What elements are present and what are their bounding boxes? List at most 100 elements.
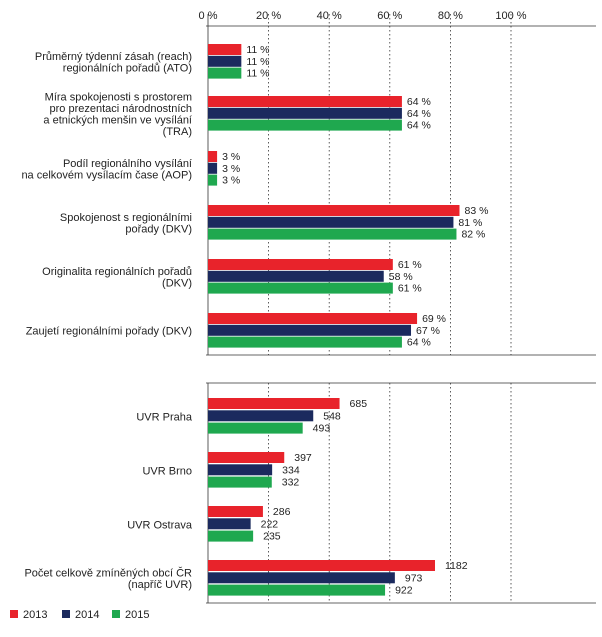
legend-item: 2013	[10, 609, 47, 621]
legend: 2013 2014 2015	[10, 609, 149, 621]
data-label: 334	[282, 464, 300, 476]
bar-2014	[208, 55, 242, 67]
axis-tick-label: 100 %	[495, 10, 526, 22]
axis-tick-label: 80 %	[438, 10, 463, 22]
data-label: 69 %	[422, 313, 446, 325]
data-label: 81 %	[458, 217, 482, 229]
bar-2014	[208, 324, 412, 336]
data-label: 64 %	[407, 337, 431, 349]
bar-2014	[208, 518, 251, 530]
category-label: Počet celkově zmíněných obcí ČR	[24, 567, 192, 580]
category-label: UVR Praha	[136, 411, 193, 423]
bar-2014	[208, 464, 273, 476]
bar-2015	[208, 228, 457, 240]
bar-2014	[208, 216, 454, 228]
bar-2013	[208, 96, 402, 107]
data-label: 332	[282, 477, 300, 489]
category-label: UVR Ostrava	[127, 519, 193, 531]
bar-2015	[208, 530, 254, 542]
data-label: 82 %	[461, 229, 485, 241]
category-group: 61 %58 %61 % Originalita regionálních poř…	[42, 259, 422, 295]
data-label: 397	[294, 452, 312, 464]
data-label: 973	[405, 572, 423, 584]
legend-item: 2015	[112, 609, 149, 621]
category-label: pořady (DKV)	[125, 223, 192, 235]
data-label: 83 %	[464, 205, 488, 217]
data-label: 61 %	[398, 283, 422, 295]
bar-2015	[208, 422, 303, 434]
category-label: Spokojenost s regionálními	[60, 212, 192, 224]
category-group: 83 %81 %82 % Spokojenost s regionálnímipo…	[60, 205, 488, 241]
category-label: UVR Brno	[142, 465, 192, 477]
category-label: (DKV)	[162, 277, 192, 289]
data-label: 64 %	[407, 108, 431, 120]
data-label: 286	[273, 506, 291, 518]
data-label: 58 %	[389, 271, 413, 283]
category-label: Zaujetí regionálními pořady (DKV)	[26, 326, 192, 338]
category-label: Podíl regionálního vysílání	[63, 158, 192, 170]
bar-2015	[208, 476, 272, 488]
category-label: Průměrný týdenní zásah (reach)	[35, 51, 192, 63]
data-label: 235	[263, 531, 281, 543]
category-label: a etnických menšin ve vysílání	[43, 114, 192, 126]
data-label: 11 %	[246, 56, 269, 68]
category-label: pro prezentaci národnostních	[50, 103, 192, 115]
data-label: 64 %	[407, 120, 431, 132]
data-label: 11 %	[246, 68, 269, 80]
category-label: (napříč UVR)	[128, 579, 192, 591]
data-label: 64 %	[407, 96, 431, 108]
data-label: 685	[350, 398, 368, 410]
category-label: Míra spokojenosti s prostorem	[45, 91, 192, 103]
category-label: Originalita regionálních pořadů	[42, 266, 192, 278]
category-group: 11 %11 %11 %Průměrný týdenní zásah (reac…	[35, 44, 269, 80]
category-group: 69 %67 %64 % Zaujetí regionálními pořady …	[26, 313, 446, 349]
bar-2014	[208, 107, 402, 119]
axis-tick-label: 20 %	[256, 10, 281, 22]
legend-swatch	[112, 610, 120, 618]
data-label: 11 %	[246, 44, 269, 56]
legend-label: 2015	[125, 609, 149, 621]
bar-2013	[208, 151, 218, 162]
bar-2015	[208, 336, 402, 348]
data-label: 67 %	[416, 325, 440, 337]
category-label: na celkovém vysílacím čase (AOP)	[21, 169, 192, 181]
data-label: 3 %	[222, 175, 240, 187]
data-label: 3 %	[222, 163, 240, 175]
legend-label: 2013	[23, 609, 47, 621]
data-label: 222	[261, 518, 279, 530]
bar-2014	[208, 270, 384, 282]
bar-2013	[208, 259, 393, 270]
data-label: 922	[395, 585, 413, 597]
bar-2015	[208, 119, 402, 131]
legend-swatch	[10, 610, 18, 618]
legend-label: 2014	[75, 609, 99, 621]
chart-percent-group: 0 % 20 % 40 % 60 % 80 % 100 %11 %11 %11 %Prům…	[21, 10, 596, 356]
bar-2013	[208, 205, 460, 216]
bar-2013	[208, 44, 242, 55]
bar-2013	[208, 452, 285, 463]
bar-2015	[208, 67, 242, 79]
bar-2014	[208, 572, 395, 584]
bar-2014	[208, 162, 218, 174]
axis-tick-label: 0 %	[199, 10, 218, 22]
axis-tick-label: 60 %	[377, 10, 402, 22]
bar-2013	[208, 398, 340, 409]
legend-swatch	[62, 610, 70, 618]
bar-2015	[208, 584, 386, 596]
bar-2013	[208, 560, 435, 571]
bar-2013	[208, 506, 263, 517]
category-label: (TRA)	[163, 126, 192, 138]
bar-2014	[208, 410, 314, 422]
bar-2015	[208, 282, 393, 294]
category-label: regionálních pořadů (ATO)	[63, 62, 192, 74]
data-label: 548	[323, 410, 341, 422]
category-group: 64 %64 %64 %Míra spokojenosti s prostore…	[43, 91, 430, 138]
legend-item: 2014	[62, 609, 99, 621]
bar-2013	[208, 313, 418, 324]
